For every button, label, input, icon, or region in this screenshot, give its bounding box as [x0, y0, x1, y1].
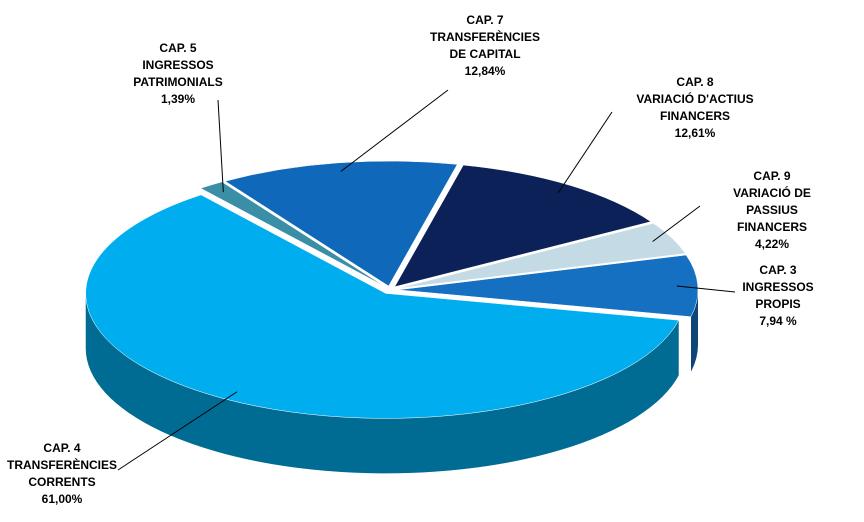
slice-name: CAP. 5 INGRESSOS PATRIMONIALS [133, 41, 223, 89]
slice-value: 61,00% [41, 492, 83, 506]
slice-name: CAP. 3 INGRESSOS PROPIS [742, 263, 814, 311]
slice-name: CAP. 9 VARIACIÓ DE PASSIUS FINANCERS [733, 169, 811, 234]
slice-value: 7,94 % [759, 314, 797, 328]
slice-name: CAP. 7 TRANSFERÈNCIES DE CAPITAL [429, 13, 541, 61]
slice-label: CAP. 4 TRANSFERÈNCIES CORRENTS 61,00% [7, 440, 117, 508]
walls [85, 289, 698, 474]
slice [397, 254, 699, 317]
slice-label: CAP. 9 VARIACIÓ DE PASSIUS FINANCERS 4,22… [726, 168, 818, 253]
slice-side [690, 289, 698, 372]
slice [200, 181, 386, 287]
slice-label: CAP. 7 TRANSFERÈNCIES DE CAPITAL 12,84% [430, 12, 540, 80]
leader-line [117, 391, 238, 471]
slice-name: CAP. 8 VARIACIÓ D'ACTIUS FINANCERS [636, 75, 754, 123]
leader-line [557, 111, 613, 193]
slice-label: CAP. 5 INGRESSOS PATRIMONIALS 1,39% [133, 40, 223, 108]
slice [394, 164, 652, 288]
slice-label: CAP. 3 INGRESSOS PROPIS 7,94 % [742, 262, 813, 330]
leader-line [652, 205, 701, 242]
tops [85, 160, 699, 419]
slice-value: 1,39% [160, 92, 196, 106]
slice-name: CAP. 4 TRANSFERÈNCIES CORRENTS [6, 441, 118, 489]
slice-value: 12,84% [464, 64, 506, 78]
slice [224, 160, 458, 287]
slice [397, 223, 686, 289]
slice-value: 4,22% [754, 237, 790, 251]
slice-label: CAP. 8 VARIACIÓ D'ACTIUS FINANCERS 12,61% [636, 74, 753, 142]
leader-line [676, 285, 736, 293]
slice-value: 12,61% [674, 126, 716, 140]
leader-line [340, 89, 449, 172]
leader-line [217, 99, 224, 193]
slice-side [85, 293, 679, 474]
